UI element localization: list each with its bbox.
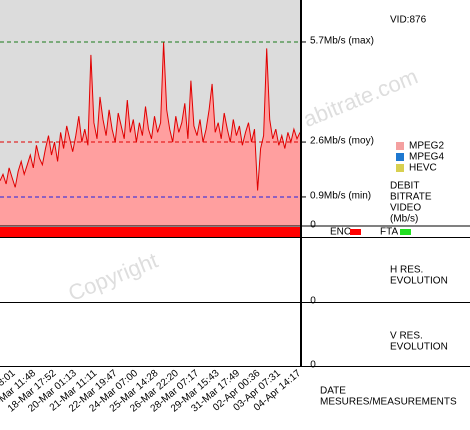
legend-swatch	[396, 153, 404, 161]
y-axis-label: VIDEO	[390, 203, 421, 214]
ref-label: 2.6Mb/s (moy)	[310, 136, 374, 147]
fta-swatch	[400, 229, 411, 235]
y-axis-label: (Mb/s)	[390, 214, 418, 225]
panel-label: V RES.	[390, 331, 423, 342]
y-axis-label: BITRATE	[390, 192, 432, 203]
y-tick-label: 0	[310, 296, 316, 307]
enc-bar	[0, 227, 300, 237]
y-axis-label: DEBIT	[390, 181, 419, 192]
watermark: abitrate.com	[300, 63, 422, 132]
ref-label: 5.7Mb/s (max)	[310, 36, 374, 47]
legend-swatch	[396, 142, 404, 150]
panel-label: H RES.	[390, 265, 423, 276]
watermark: Copyright	[65, 248, 162, 306]
enc-swatch	[350, 229, 361, 235]
y-tick-label: 0	[310, 220, 316, 231]
area-line	[0, 41, 301, 191]
legend-label: MPEG2	[409, 141, 444, 152]
panel-label: EVOLUTION	[390, 276, 448, 287]
x-axis-label: DATE	[320, 386, 346, 397]
id-label: VID:876	[390, 15, 427, 26]
legend-swatch	[396, 164, 404, 172]
enc-label: ENC	[330, 227, 351, 238]
legend-label: MPEG4	[409, 152, 444, 163]
y-tick-label: 0	[310, 360, 316, 371]
panel-label: EVOLUTION	[390, 342, 448, 353]
ref-label: 0.9Mb/s (min)	[310, 191, 371, 202]
x-axis-label: MESURES/MEASUREMENTS	[320, 397, 457, 408]
legend-label: HEVC	[409, 163, 437, 174]
fta-label: FTA	[380, 227, 398, 238]
